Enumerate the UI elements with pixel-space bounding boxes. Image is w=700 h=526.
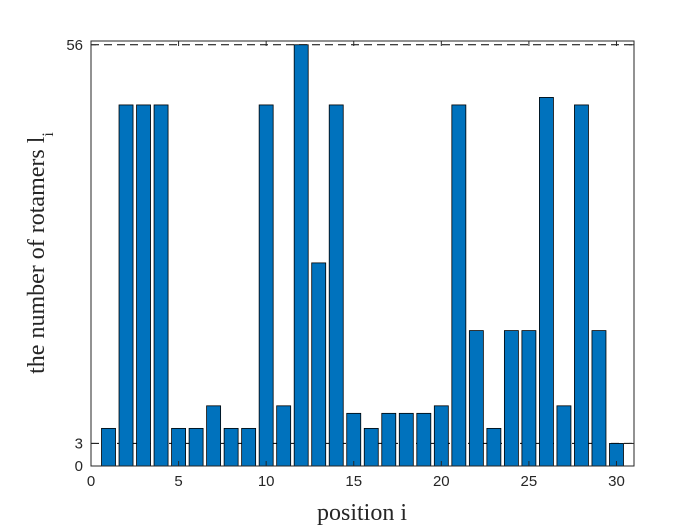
bar-21 bbox=[451, 104, 467, 467]
y-tick-label: 3 bbox=[75, 435, 83, 452]
bar-27 bbox=[556, 405, 572, 467]
y-tick-label: 56 bbox=[66, 37, 83, 54]
x-tick-label: 30 bbox=[608, 473, 625, 490]
bar-13 bbox=[311, 262, 327, 467]
bar-28 bbox=[574, 104, 589, 467]
x-tick-label: 5 bbox=[174, 473, 182, 490]
bar-18 bbox=[398, 412, 414, 467]
bar-29 bbox=[591, 330, 607, 467]
bar-25 bbox=[521, 330, 537, 467]
bar-11 bbox=[276, 405, 292, 467]
y-axis-label: the number of rotamers li bbox=[24, 132, 57, 374]
bar-3 bbox=[136, 104, 151, 467]
bar-26 bbox=[539, 97, 554, 467]
bar-15 bbox=[346, 412, 362, 467]
x-tick-label: 25 bbox=[521, 473, 538, 490]
bar-20 bbox=[433, 405, 449, 467]
bar-17 bbox=[381, 412, 397, 467]
bar-9 bbox=[241, 427, 257, 467]
bar-23 bbox=[486, 427, 502, 467]
bar-6 bbox=[188, 427, 204, 467]
y-tick-label: 0 bbox=[75, 458, 83, 475]
x-axis: 0 5 10 15 20 25 30 bbox=[87, 41, 625, 490]
bar-5 bbox=[171, 427, 186, 467]
bar-4 bbox=[153, 104, 169, 467]
bar-12 bbox=[293, 44, 309, 467]
x-tick-label: 20 bbox=[433, 473, 450, 490]
x-tick-label: 15 bbox=[345, 473, 362, 490]
bar-8 bbox=[223, 427, 239, 467]
x-tick-label: 0 bbox=[87, 473, 95, 490]
bar-7 bbox=[206, 405, 222, 467]
bar-2 bbox=[118, 104, 134, 467]
bar-24 bbox=[503, 330, 519, 467]
bars bbox=[101, 44, 624, 467]
bar-1 bbox=[101, 427, 116, 467]
bar-14 bbox=[328, 104, 344, 467]
y-axis: 0 3 56 bbox=[66, 37, 634, 475]
x-tick-label: 10 bbox=[258, 473, 275, 490]
bar-16 bbox=[363, 427, 379, 467]
plot-frame bbox=[90, 40, 635, 467]
bar-10 bbox=[258, 104, 274, 467]
y-axis-label-main: the number of rotamers l bbox=[24, 136, 50, 374]
bar-19 bbox=[416, 412, 432, 467]
bar-22 bbox=[468, 330, 484, 467]
y-axis-label-subscript: i bbox=[40, 132, 57, 137]
x-axis-label: position i bbox=[317, 500, 407, 526]
